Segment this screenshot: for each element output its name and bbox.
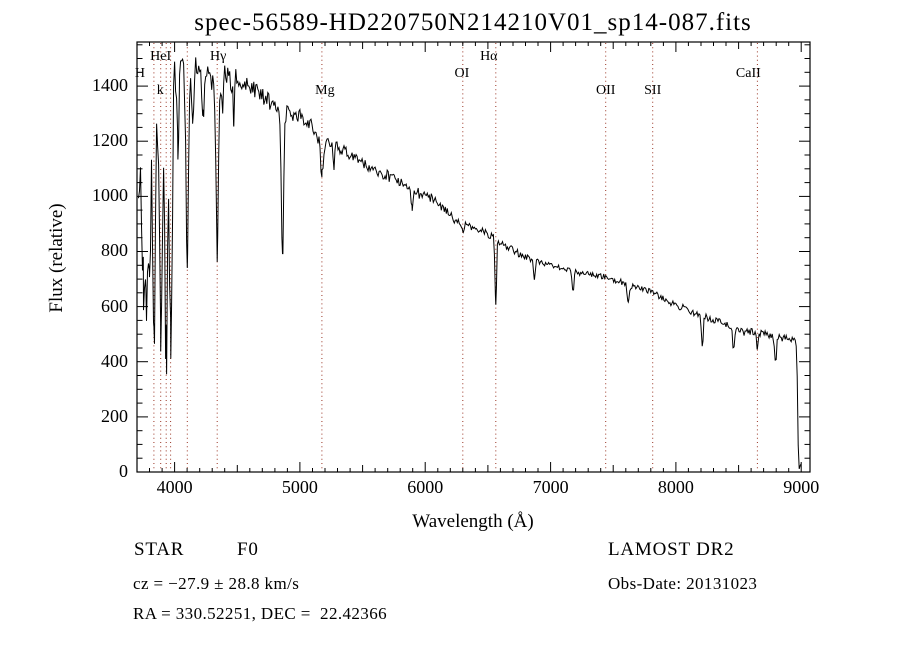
line-label-6: Mg [315, 83, 335, 98]
survey-text: LAMOST DR2 [608, 539, 735, 560]
obs-date-text: Obs-Date: 20131023 [608, 574, 758, 593]
x-tick-label: 5000 [281, 477, 318, 497]
subclass-text: F0 [237, 539, 259, 560]
x-tick-label: 6000 [407, 477, 444, 497]
line-label-5: Hγ [210, 49, 227, 64]
y-tick-label: 200 [101, 405, 128, 426]
y-tick-label: 600 [101, 295, 128, 316]
y-tick-label: 800 [101, 240, 128, 261]
plot-border [136, 41, 811, 473]
y-tick-label: 400 [101, 350, 128, 371]
spectrum-curve [138, 57, 802, 469]
x-tick-label: 9000 [783, 477, 820, 497]
line-label-9: OII [596, 83, 616, 98]
line-label-10: SII [644, 83, 662, 98]
cz-text: cz = −27.9 ± 28.8 km/s [133, 574, 300, 593]
x-tick-label: 8000 [657, 477, 694, 497]
line-label-0: H [134, 66, 145, 81]
x-tick-label: 7000 [532, 477, 569, 497]
y-tick-label: 1200 [92, 130, 128, 151]
y-tick-label: 1400 [92, 75, 128, 96]
x-axis-label: Wavelength (Å) [412, 511, 534, 532]
line-label-2: k [156, 83, 164, 98]
y-tick-label: 1000 [92, 185, 128, 206]
radec-text: RA = 330.52251, DEC = 22.42366 [133, 604, 388, 623]
x-tick-label: 4000 [156, 477, 193, 497]
line-label-11: CaII [735, 66, 761, 81]
line-label-8: Hα [480, 49, 498, 64]
plot-title: spec-56589-HD220750N214210V01_sp14-087.f… [194, 9, 752, 36]
object-class-text: STAR [134, 539, 185, 560]
line-label-1: HeI [150, 49, 172, 64]
y-tick-label: 0 [119, 461, 128, 481]
line-label-7: OI [454, 66, 470, 81]
